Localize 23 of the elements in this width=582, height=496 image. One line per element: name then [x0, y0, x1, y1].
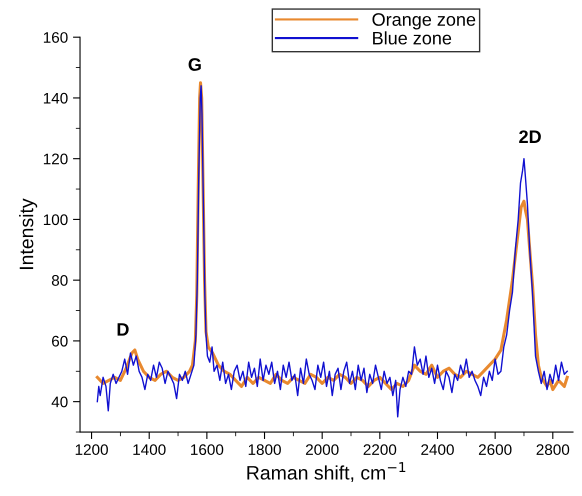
- x-tick-label: 2600: [478, 444, 512, 456]
- y-tick-label: 160: [44, 32, 68, 43]
- y-axis-title: Intensity: [19, 198, 38, 270]
- legend-label: Blue zone: [373, 31, 452, 45]
- annotation: 2D: [519, 130, 541, 143]
- x-tick-label: 1400: [133, 444, 166, 456]
- y-tick-label: 60: [52, 336, 68, 347]
- legend-label: Orange zone: [372, 13, 476, 30]
- x-tick-label: 2200: [364, 444, 396, 456]
- y-tick-label: 40: [52, 396, 68, 408]
- x-tick-label: 1600: [191, 444, 224, 456]
- y-tick-label: 80: [52, 275, 68, 286]
- x-tick-label: 1800: [248, 444, 281, 456]
- x-tick-label: 2400: [421, 444, 454, 456]
- y-tick-label: 120: [44, 154, 68, 164]
- y-tick-label: 140: [44, 92, 68, 104]
- x-tick-label: 1200: [76, 444, 108, 456]
- y-tick-label: 100: [44, 214, 68, 226]
- x-axis-title: Raman shift, cm$^{−1}$: [247, 462, 406, 482]
- annotation: D: [118, 323, 129, 336]
- x-tick-label: 2000: [306, 444, 339, 456]
- annotation: G: [188, 58, 201, 71]
- x-tick-label: 2800: [536, 444, 570, 456]
